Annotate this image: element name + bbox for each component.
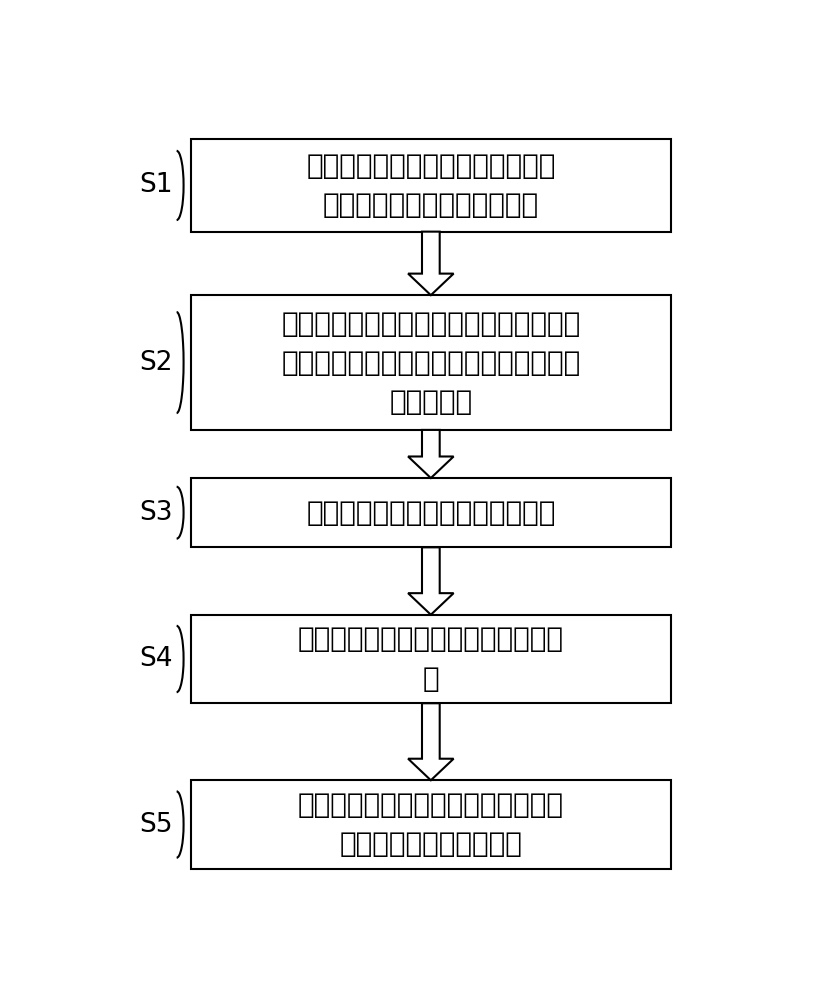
Text: 建多个阻燃并且不漏水的隔离仓，
每个隔离仓内放入一个电池簇: 建多个阻燃并且不漏水的隔离仓， 每个隔离仓内放入一个电池簇	[306, 152, 556, 219]
Text: S5: S5	[139, 812, 172, 838]
Polygon shape	[408, 547, 454, 615]
Bar	[190, 478, 671, 547]
Polygon shape	[408, 703, 454, 780]
Text: 当隔离仓出现异常情况，向隔离仓注
水: 当隔离仓出现异常情况，向隔离仓注 水	[298, 626, 564, 692]
Bar	[190, 139, 671, 232]
Polygon shape	[408, 232, 454, 295]
Text: S4: S4	[139, 646, 172, 672]
Polygon shape	[408, 430, 454, 478]
Text: S1: S1	[139, 172, 172, 198]
Bar	[190, 780, 671, 869]
Text: S2: S2	[139, 350, 172, 376]
Bar	[190, 295, 671, 430]
Text: S3: S3	[139, 500, 172, 526]
Bar	[190, 615, 671, 703]
Text: 通过溢流管排水，并专门收集排出的
废水，防止废水污染环境: 通过溢流管排水，并专门收集排出的 废水，防止废水污染环境	[298, 791, 564, 858]
Text: 将每个隔离仓的顶部设为敞口，从敞口处
向隔离仓内伸入进水管，在每个隔离仓中
设置溢流管: 将每个隔离仓的顶部设为敞口，从敞口处 向隔离仓内伸入进水管，在每个隔离仓中 设置…	[282, 310, 580, 416]
Text: 监测每个隔离仓的温度和烟雾情况: 监测每个隔离仓的温度和烟雾情况	[306, 499, 556, 527]
